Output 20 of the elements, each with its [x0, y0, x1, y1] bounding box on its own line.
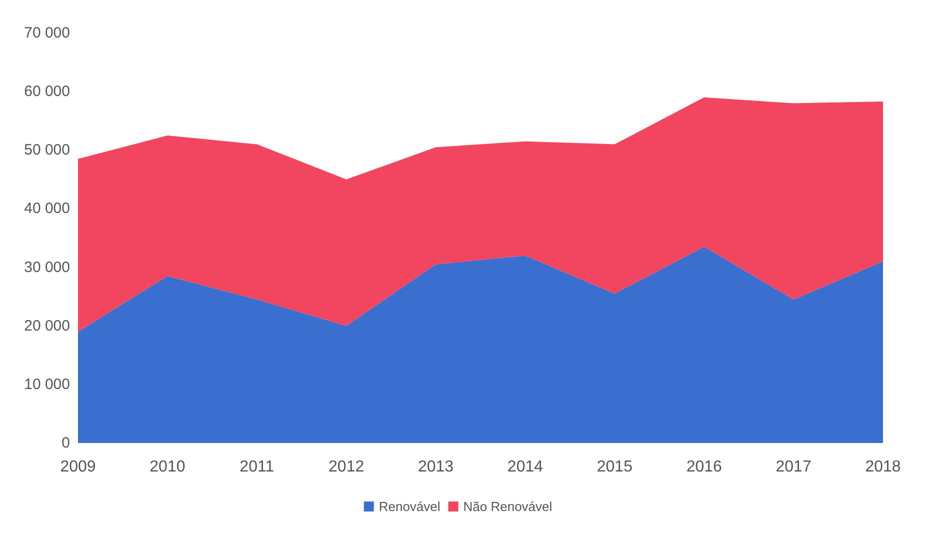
legend-label: Renovável [378, 499, 440, 514]
x-tick-label: 2015 [596, 458, 633, 476]
x-tick-label: 2010 [150, 458, 186, 476]
x-tick-label: 2012 [328, 458, 364, 476]
y-tick-label: 10 000 [24, 376, 70, 393]
y-tick-label: 20 000 [24, 317, 70, 334]
y-tick-label: 70 000 [24, 24, 70, 42]
x-tick-label: 2014 [507, 458, 544, 476]
x-tick-label: 2018 [865, 458, 901, 476]
y-tick-label: 30 000 [24, 258, 70, 276]
y-tick-label: 50 000 [24, 142, 70, 159]
y-tick-label: 60 000 [24, 83, 70, 100]
x-tick-label: 2009 [60, 458, 96, 476]
y-tick-label: 40 000 [24, 200, 70, 218]
x-tick-label: 2011 [240, 458, 274, 476]
x-tick-label: 2017 [776, 458, 812, 476]
x-tick-label: 2013 [418, 458, 454, 476]
legend-label: Não Renovável [463, 499, 552, 514]
x-tick-label: 2016 [686, 458, 722, 476]
y-tick-label: 0 [62, 434, 70, 452]
